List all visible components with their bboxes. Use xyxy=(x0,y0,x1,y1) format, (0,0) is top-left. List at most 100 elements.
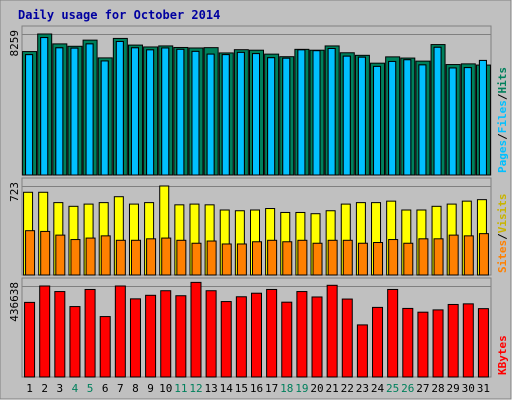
day-labels: 1 2 3 4 5 6 7 8 9 10 11 12 13 14 15 16 17 18 19 20 21 22 23 24 2… xyxy=(26,382,490,395)
day-label-30: 30 xyxy=(462,382,475,395)
bar-kbytes-day-24 xyxy=(372,306,384,378)
day-label-12: 12 xyxy=(189,382,202,395)
series-kbytes xyxy=(24,281,489,378)
bar-kbytes-day-15 xyxy=(235,296,247,378)
day-label-15: 15 xyxy=(235,382,248,395)
bar-kbytes-day-4 xyxy=(69,306,81,378)
bar-sites-day-22 xyxy=(342,239,353,276)
bar-pages-day-23 xyxy=(357,56,366,176)
day-label-22: 22 xyxy=(341,382,354,395)
bar-pages-day-9 xyxy=(146,49,155,176)
bar-kbytes-day-1 xyxy=(24,301,36,378)
bar-sites-day-14 xyxy=(221,243,232,276)
bar-kbytes-day-25 xyxy=(387,288,399,378)
day-label-17: 17 xyxy=(265,382,278,395)
day-label-10: 10 xyxy=(159,382,172,395)
day-label-8: 8 xyxy=(132,382,139,395)
series-legend: Sites/Visits xyxy=(496,194,509,274)
bar-kbytes-day-19 xyxy=(296,291,308,378)
legend-label: / xyxy=(496,133,509,140)
bar-pages-day-3 xyxy=(55,47,64,176)
day-label-5: 5 xyxy=(87,382,94,395)
bar-sites-day-9 xyxy=(146,238,157,276)
bar-kbytes-day-20 xyxy=(311,296,323,378)
bar-pages-day-8 xyxy=(130,47,139,176)
y-max-label: 8259 xyxy=(8,30,21,57)
bar-pages-day-15 xyxy=(236,51,245,176)
bar-pages-day-7 xyxy=(115,40,124,176)
bar-pages-day-12 xyxy=(191,50,200,176)
series-legend: KBytes xyxy=(496,335,509,375)
legend-label: KBytes xyxy=(496,335,509,375)
day-label-27: 27 xyxy=(416,382,429,395)
bar-kbytes-day-8 xyxy=(129,298,141,378)
bar-pages-day-10 xyxy=(161,47,170,176)
bar-sites-day-2 xyxy=(40,230,51,276)
bar-kbytes-day-9 xyxy=(145,294,157,378)
bar-sites-day-20 xyxy=(312,242,323,276)
bar-sites-day-30 xyxy=(463,235,474,276)
day-label-25: 25 xyxy=(386,382,399,395)
day-label-18: 18 xyxy=(280,382,293,395)
day-label-16: 16 xyxy=(250,382,263,395)
day-label-2: 2 xyxy=(41,382,48,395)
bar-kbytes-day-26 xyxy=(402,307,414,378)
bar-sites-day-28 xyxy=(433,238,444,276)
bar-pages-day-16 xyxy=(252,53,260,176)
day-label-31: 31 xyxy=(477,382,490,395)
bar-sites-day-27 xyxy=(418,238,429,276)
legend-label: Visits xyxy=(496,194,509,234)
day-label-28: 28 xyxy=(431,382,444,395)
bar-kbytes-day-18 xyxy=(281,301,293,378)
bar-sites-day-13 xyxy=(206,240,217,276)
bar-kbytes-day-23 xyxy=(356,324,368,378)
bar-sites-day-7 xyxy=(115,239,126,276)
bar-pages-day-26 xyxy=(403,59,412,176)
day-label-14: 14 xyxy=(220,382,234,395)
day-label-3: 3 xyxy=(57,382,64,395)
panel-3: 436638 KBytes xyxy=(8,277,509,378)
bar-pages-day-30 xyxy=(463,67,472,176)
series-sites xyxy=(25,230,489,276)
day-label-4: 4 xyxy=(72,382,79,395)
day-label-9: 9 xyxy=(147,382,154,395)
y-max-label: 723 xyxy=(8,182,21,202)
bar-sites-day-11 xyxy=(176,239,187,276)
day-label-1: 1 xyxy=(26,382,33,395)
bar-sites-day-18 xyxy=(282,241,293,276)
bar-kbytes-day-22 xyxy=(341,298,353,378)
bar-sites-day-17 xyxy=(267,239,278,276)
bar-kbytes-day-6 xyxy=(99,316,111,378)
bar-kbytes-day-21 xyxy=(326,284,338,378)
bar-pages-day-6 xyxy=(100,60,109,176)
chart-title: Daily usage for October 2014 xyxy=(18,8,220,22)
bar-pages-day-13 xyxy=(206,53,215,176)
bar-pages-day-25 xyxy=(388,60,397,176)
legend-label: Files xyxy=(496,100,509,133)
bar-pages-day-14 xyxy=(221,54,230,176)
day-label-26: 26 xyxy=(401,382,414,395)
legend-label: Pages xyxy=(496,140,509,173)
day-label-19: 19 xyxy=(295,382,308,395)
day-label-21: 21 xyxy=(326,382,339,395)
day-label-20: 20 xyxy=(310,382,323,395)
bar-kbytes-day-14 xyxy=(220,301,232,378)
bar-kbytes-day-28 xyxy=(432,309,444,378)
bar-sites-day-23 xyxy=(357,242,368,276)
bar-kbytes-day-13 xyxy=(205,290,217,378)
bar-kbytes-day-3 xyxy=(54,291,66,378)
bar-sites-day-4 xyxy=(70,239,81,276)
bar-pages-day-19 xyxy=(297,49,306,176)
bar-kbytes-day-11 xyxy=(175,295,187,378)
bar-kbytes-day-7 xyxy=(114,285,126,378)
legend-label: / xyxy=(496,233,509,240)
bar-kbytes-day-29 xyxy=(447,303,459,378)
bar-sites-day-10 xyxy=(161,237,172,276)
bar-sites-day-3 xyxy=(55,234,66,276)
bar-kbytes-day-10 xyxy=(160,290,172,378)
day-label-11: 11 xyxy=(174,382,187,395)
bar-pages-day-4 xyxy=(70,47,79,176)
bar-pages-day-1 xyxy=(25,54,34,176)
legend-label: Hits xyxy=(496,67,509,94)
bar-pages-day-27 xyxy=(418,64,427,176)
